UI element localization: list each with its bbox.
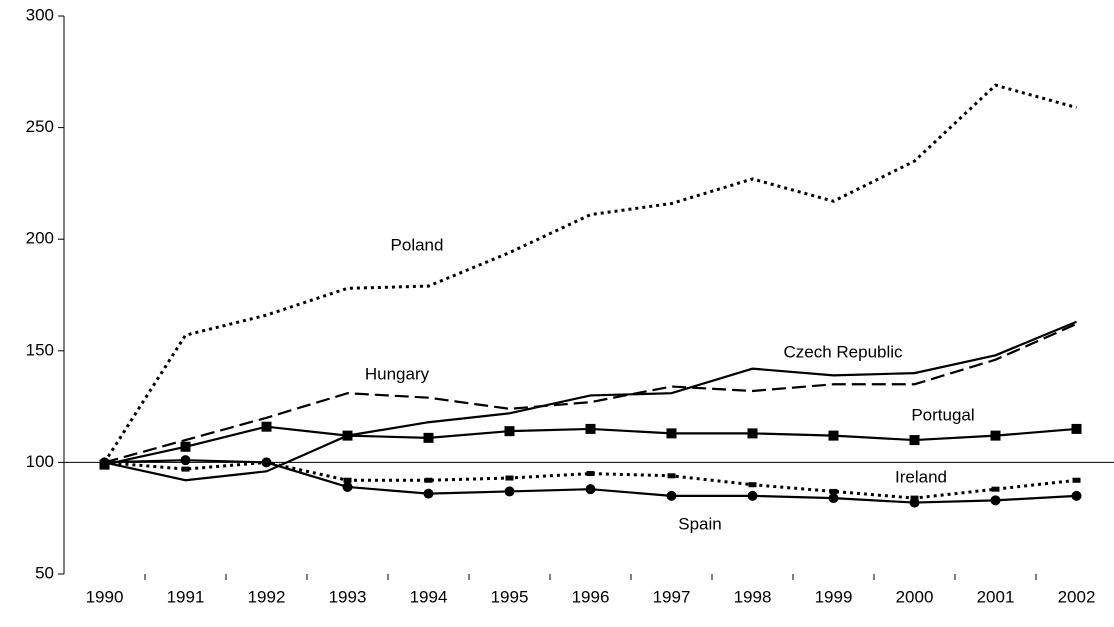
y-tick-label: 50 [35, 563, 54, 582]
marker [909, 435, 920, 446]
series-line [104, 323, 1077, 464]
y-tick-label: 250 [26, 117, 54, 136]
x-tick-label: 1997 [653, 587, 691, 606]
marker [1071, 490, 1082, 501]
series-label: Czech Republic [783, 342, 903, 361]
marker [424, 477, 433, 483]
x-tick-label: 1994 [410, 587, 448, 606]
series-label: Portugal [911, 405, 974, 424]
marker [747, 428, 758, 439]
y-tick-label: 100 [26, 452, 54, 471]
marker [261, 457, 272, 468]
x-tick-label: 1990 [86, 587, 124, 606]
marker [343, 477, 352, 483]
marker [180, 455, 191, 466]
y-tick-label: 200 [26, 229, 54, 248]
x-tick-label: 2000 [896, 587, 934, 606]
x-tick-label: 1995 [491, 587, 529, 606]
series-line [103, 83, 1077, 464]
marker [261, 421, 272, 432]
series-label: Spain [678, 514, 721, 533]
marker [504, 486, 515, 497]
marker [991, 486, 1000, 492]
x-tick-label: 1992 [248, 587, 286, 606]
marker [180, 441, 191, 452]
series-label: Hungary [365, 364, 430, 383]
x-tick-label: 1991 [167, 587, 205, 606]
x-tick-label: 2001 [977, 587, 1015, 606]
marker [829, 488, 838, 494]
marker [586, 471, 595, 477]
series-line [104, 320, 1077, 482]
marker [1071, 423, 1082, 434]
marker [99, 457, 110, 468]
marker [990, 430, 1001, 441]
marker [181, 466, 190, 472]
marker [667, 473, 676, 479]
marker [747, 490, 758, 501]
marker [828, 493, 839, 504]
series-label: Poland [391, 235, 444, 254]
x-tick-label: 1999 [815, 587, 853, 606]
marker [342, 430, 353, 441]
x-tick-label: 2002 [1058, 587, 1096, 606]
marker [1072, 477, 1081, 483]
x-tick-label: 1998 [734, 587, 772, 606]
marker [423, 432, 434, 443]
marker [748, 482, 757, 488]
marker [423, 488, 434, 499]
y-tick-label: 150 [26, 340, 54, 359]
x-tick-label: 1993 [329, 587, 367, 606]
marker [505, 475, 514, 481]
marker [666, 490, 677, 501]
x-tick-label: 1996 [572, 587, 610, 606]
marker [342, 481, 353, 492]
marker [828, 430, 839, 441]
marker [585, 423, 596, 434]
marker [666, 428, 677, 439]
y-tick-label: 300 [26, 5, 54, 24]
series-label: Ireland [895, 467, 947, 486]
marker [504, 426, 515, 437]
marker [909, 497, 920, 508]
marker [990, 495, 1001, 506]
marker [585, 484, 596, 495]
